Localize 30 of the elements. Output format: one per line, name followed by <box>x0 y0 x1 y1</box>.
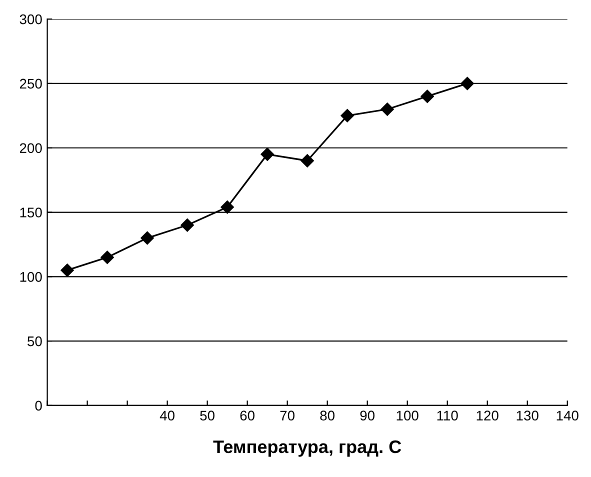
x-tick-label: 80 <box>320 410 335 421</box>
y-tick-label: 0 <box>35 400 42 411</box>
point <box>140 231 154 245</box>
x-tick-label: 140 <box>556 410 578 421</box>
x-tick-label: 40 <box>160 410 174 421</box>
point <box>340 109 354 122</box>
point <box>420 90 434 103</box>
point <box>300 154 314 168</box>
y-tick-label: 300 <box>20 14 42 24</box>
x-axis-title: Температура, град. С <box>213 440 402 457</box>
x-tick-label: 100 <box>396 410 418 421</box>
point <box>220 200 234 214</box>
point <box>260 148 274 161</box>
point <box>380 102 394 116</box>
y-tick-label: 100 <box>20 272 42 282</box>
y-tick-label: 50 <box>28 336 42 346</box>
point <box>180 218 194 232</box>
x-tick-label: 60 <box>240 410 254 421</box>
y-tick-label: 150 <box>20 208 42 218</box>
x-tick-label: 110 <box>437 410 458 421</box>
x-tick-label: 120 <box>476 410 498 421</box>
x-tick-label: 90 <box>360 410 375 421</box>
y-tick-label: 250 <box>20 78 42 89</box>
x-tick-label: 70 <box>280 410 294 421</box>
point <box>60 264 74 277</box>
point <box>460 76 474 90</box>
x-tick-label: 50 <box>200 410 214 421</box>
point <box>100 250 114 264</box>
x-tick-label: 130 <box>516 410 538 421</box>
y-tick-label: 200 <box>20 143 42 154</box>
